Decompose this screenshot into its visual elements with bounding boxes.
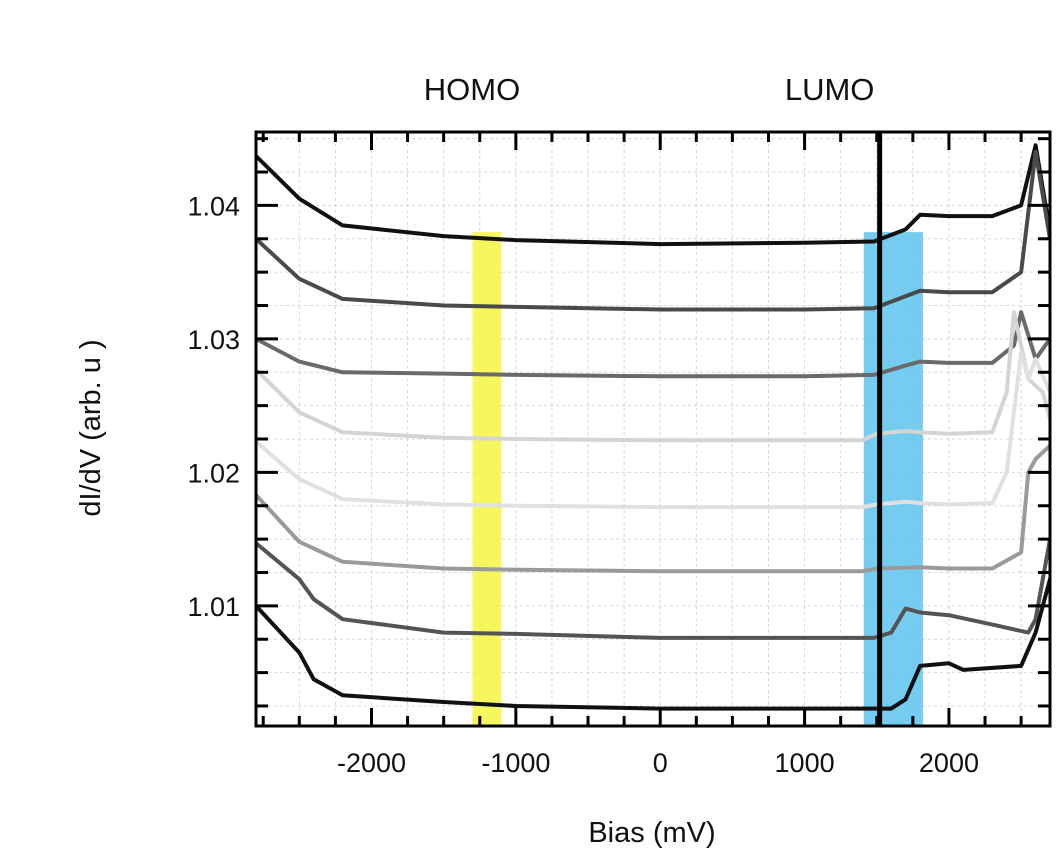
lumo-label: LUMO bbox=[785, 72, 875, 107]
y-axis-title: dI/dV (arb. u ) bbox=[75, 339, 107, 516]
band-labels: HOMO LUMO bbox=[424, 72, 875, 107]
y-tick-label: 1.04 bbox=[187, 191, 240, 221]
series-line-1 bbox=[256, 145, 1050, 244]
tick-labels: -2000 -1000 0 1000 2000 1.01 1.02 1.03 1.04 bbox=[187, 191, 979, 778]
y-tick-label: 1.02 bbox=[187, 458, 240, 488]
series-line-3 bbox=[256, 312, 1050, 376]
x-tick-label: 2000 bbox=[919, 748, 979, 778]
lumo-band bbox=[864, 232, 923, 726]
x-tick-label: 0 bbox=[653, 748, 668, 778]
homo-label: HOMO bbox=[424, 72, 520, 107]
x-tick-label: 1000 bbox=[775, 748, 835, 778]
y-tick-label: 1.01 bbox=[187, 592, 240, 622]
series-lines bbox=[256, 145, 1050, 708]
x-tick-label: -2000 bbox=[337, 748, 406, 778]
series-line-7 bbox=[256, 539, 1050, 638]
y-tick-label: 1.03 bbox=[187, 325, 240, 355]
x-axis-title: Bias (mV) bbox=[588, 817, 715, 849]
series-line-8 bbox=[256, 579, 1050, 708]
x-tick-label: -1000 bbox=[481, 748, 550, 778]
